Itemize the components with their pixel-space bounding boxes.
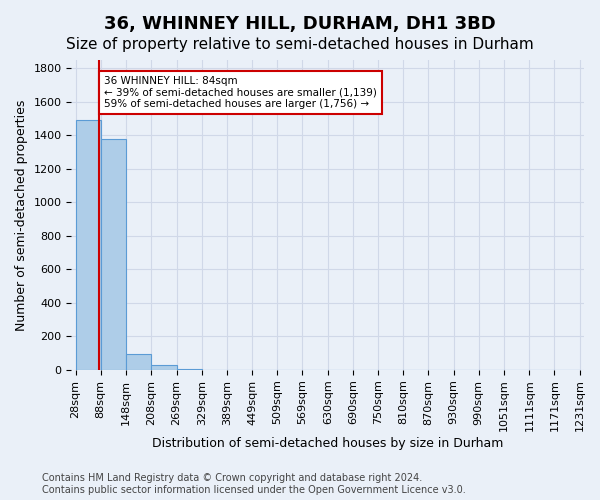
Text: Size of property relative to semi-detached houses in Durham: Size of property relative to semi-detach… bbox=[66, 38, 534, 52]
Bar bbox=[126, 354, 151, 370]
Text: Contains HM Land Registry data © Crown copyright and database right 2024.
Contai: Contains HM Land Registry data © Crown c… bbox=[42, 474, 466, 495]
Bar bbox=[76, 120, 101, 370]
Text: 36, WHINNEY HILL, DURHAM, DH1 3BD: 36, WHINNEY HILL, DURHAM, DH1 3BD bbox=[104, 15, 496, 33]
Text: 36 WHINNEY HILL: 84sqm
← 39% of semi-detached houses are smaller (1,139)
59% of : 36 WHINNEY HILL: 84sqm ← 39% of semi-det… bbox=[104, 76, 377, 109]
Bar bbox=[101, 138, 126, 370]
Bar bbox=[151, 365, 176, 370]
Y-axis label: Number of semi-detached properties: Number of semi-detached properties bbox=[15, 99, 28, 330]
X-axis label: Distribution of semi-detached houses by size in Durham: Distribution of semi-detached houses by … bbox=[152, 437, 503, 450]
